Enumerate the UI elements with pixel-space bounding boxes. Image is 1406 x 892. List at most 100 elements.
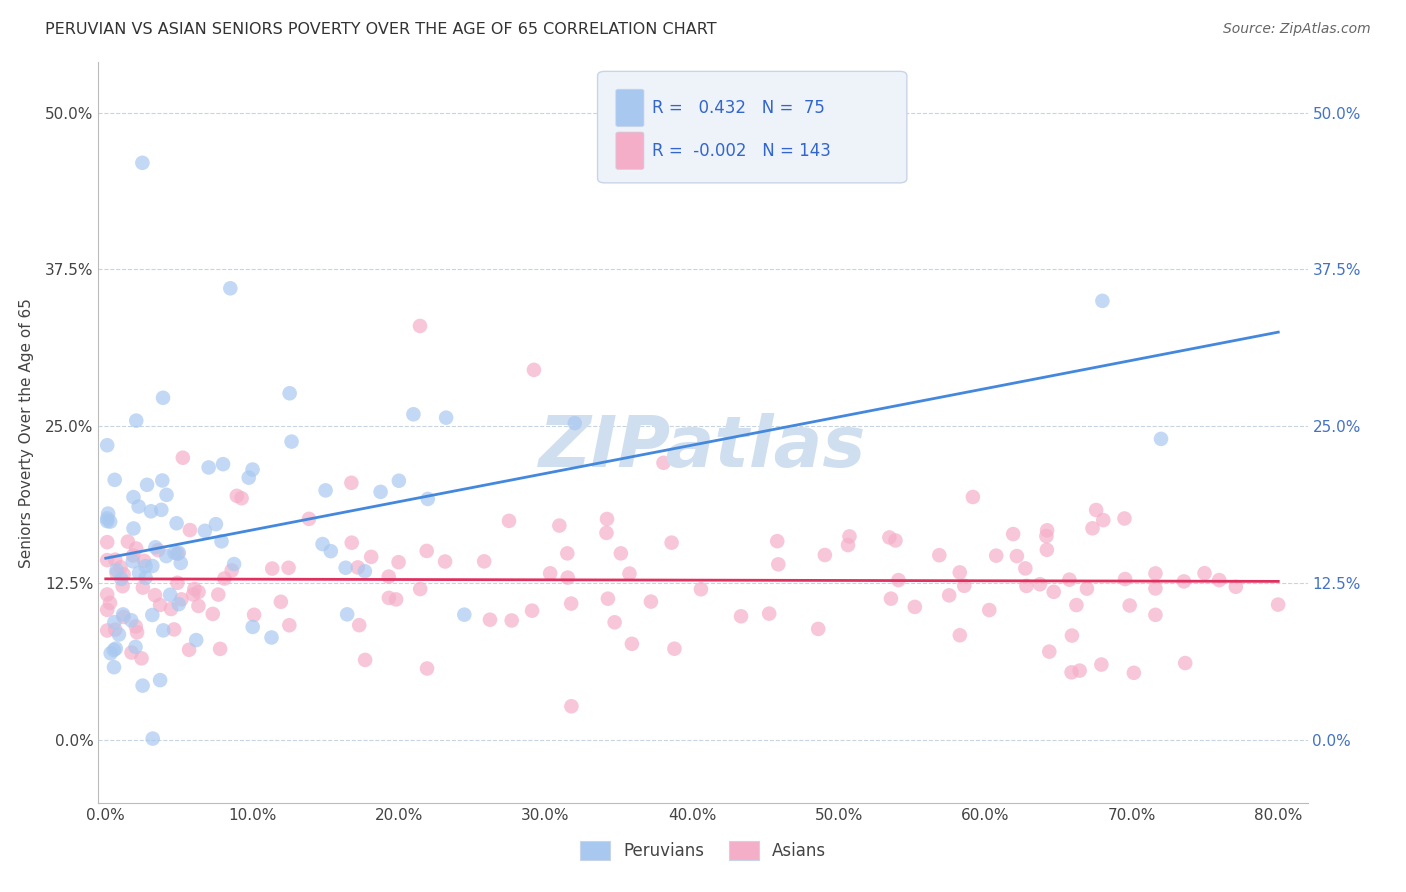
Text: ZIPatlas: ZIPatlas <box>540 413 866 482</box>
Point <box>205 517 228 532</box>
Point <box>183 582 205 596</box>
Point <box>880 591 903 606</box>
Point <box>1092 513 1115 527</box>
Point <box>143 588 166 602</box>
Point <box>149 673 172 687</box>
Point <box>610 546 633 560</box>
Point <box>347 618 370 632</box>
Point <box>122 521 145 535</box>
Point <box>472 554 495 568</box>
Point <box>209 641 232 656</box>
Point <box>152 391 174 405</box>
Point <box>111 579 134 593</box>
Point <box>242 620 264 634</box>
Point <box>409 318 432 333</box>
Point <box>953 579 976 593</box>
Point <box>340 535 363 549</box>
Point <box>96 624 118 638</box>
Point <box>620 637 643 651</box>
Point <box>501 614 523 628</box>
Point <box>120 613 142 627</box>
Point <box>1144 607 1167 622</box>
Point <box>98 515 121 529</box>
Point <box>962 490 984 504</box>
Point <box>1059 573 1081 587</box>
Point <box>387 555 409 569</box>
Point <box>1144 582 1167 596</box>
Point <box>298 512 321 526</box>
Point <box>96 511 118 525</box>
Point <box>122 549 145 563</box>
Point <box>315 483 337 498</box>
Point <box>498 514 520 528</box>
Point <box>136 477 159 491</box>
Point <box>1002 527 1025 541</box>
Point <box>131 156 153 170</box>
Point <box>979 603 1001 617</box>
Point <box>1066 598 1088 612</box>
Point <box>135 559 157 574</box>
Point <box>96 514 118 528</box>
Point <box>1085 503 1108 517</box>
Point <box>1122 665 1144 680</box>
Point <box>108 627 131 641</box>
Point <box>222 557 245 571</box>
Text: R =  -0.002   N = 143: R = -0.002 N = 143 <box>652 142 831 160</box>
Point <box>837 538 859 552</box>
Point <box>142 731 165 746</box>
Point <box>141 607 163 622</box>
Point <box>557 571 579 585</box>
Point <box>278 386 301 401</box>
Point <box>103 615 125 630</box>
Point <box>1076 582 1098 596</box>
Point <box>1081 521 1104 535</box>
Point <box>1208 573 1230 587</box>
Point <box>96 587 118 601</box>
Point <box>640 594 662 608</box>
Point <box>98 596 121 610</box>
Point <box>231 491 253 506</box>
Point <box>207 588 229 602</box>
Y-axis label: Seniors Poverty Over the Age of 65: Seniors Poverty Over the Age of 65 <box>18 298 34 567</box>
Point <box>225 489 247 503</box>
Point <box>690 582 713 597</box>
Point <box>155 488 177 502</box>
Point <box>1036 523 1059 537</box>
Legend: Peruvians, Asians: Peruvians, Asians <box>571 832 835 869</box>
Point <box>838 529 860 543</box>
Point <box>416 491 439 506</box>
Point <box>520 604 543 618</box>
Point <box>768 558 790 572</box>
Point <box>112 607 135 622</box>
Point <box>949 566 972 580</box>
Point <box>128 566 150 580</box>
Point <box>1114 572 1136 586</box>
Point <box>904 599 927 614</box>
Point <box>166 516 188 531</box>
Point <box>354 653 377 667</box>
Point <box>96 535 118 549</box>
Point <box>181 587 204 601</box>
Point <box>243 607 266 622</box>
Point <box>664 641 686 656</box>
Point <box>96 553 118 567</box>
Point <box>179 523 201 537</box>
Point <box>103 660 125 674</box>
Point <box>121 646 143 660</box>
Point <box>1173 574 1195 589</box>
Point <box>370 484 392 499</box>
Point <box>564 416 586 430</box>
Point <box>336 607 359 622</box>
Point <box>112 610 135 624</box>
Point <box>135 571 157 585</box>
Point <box>1174 656 1197 670</box>
Point <box>160 602 183 616</box>
Point <box>187 585 209 599</box>
Point <box>238 470 260 484</box>
Point <box>104 473 127 487</box>
Point <box>595 525 617 540</box>
Point <box>146 543 169 558</box>
Point <box>1038 645 1060 659</box>
Point <box>434 554 457 568</box>
Point <box>523 363 546 377</box>
